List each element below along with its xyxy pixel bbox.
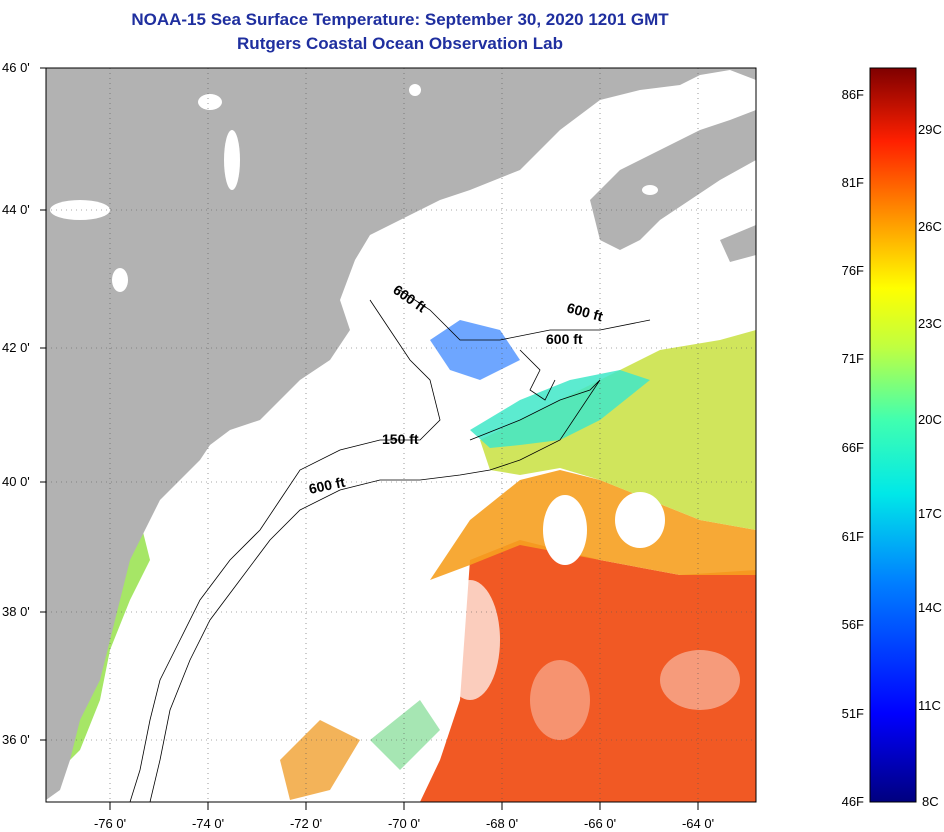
colorbar-c-label: 26C xyxy=(918,219,942,234)
map-title: NOAA-15 Sea Surface Temperature: Septemb… xyxy=(131,10,669,29)
axis-ticks xyxy=(40,67,699,810)
contour-label: 600 ft xyxy=(307,474,346,497)
lat-label: 42 0' xyxy=(2,340,30,355)
lon-label: -64 0' xyxy=(682,816,714,831)
colorbar-c-label: 17C xyxy=(918,506,942,521)
lon-label: -68 0' xyxy=(486,816,518,831)
colorbar-c-label: 11C xyxy=(918,698,941,713)
lon-label: -70 0' xyxy=(388,816,420,831)
lon-label: -72 0' xyxy=(290,816,322,831)
colorbar-f-label: 81F xyxy=(842,175,864,190)
colorbar-f-label: 76F xyxy=(842,263,864,278)
colorbar-f-label: 66F xyxy=(842,440,864,455)
colorbar-f-label: 46F xyxy=(842,794,864,809)
lat-label: 40 0' xyxy=(2,474,30,489)
colorbar-f-label: 86F xyxy=(842,87,864,102)
colorbar-c-label: 8C xyxy=(922,794,939,809)
contour-label: 150 ft xyxy=(382,431,419,447)
lat-label: 44 0' xyxy=(2,202,30,217)
bathymetry-contours xyxy=(129,289,651,802)
colorbar-f-label: 61F xyxy=(842,529,864,544)
lat-label: 46 0' xyxy=(2,60,30,75)
colorbar-c-label: 14C xyxy=(918,600,942,615)
map-subtitle: Rutgers Coastal Ocean Observation Lab xyxy=(237,34,563,53)
colorbar-c-label: 23C xyxy=(918,316,942,331)
lon-label: -74 0' xyxy=(192,816,224,831)
colorbar-celsius-labels: 29C 26C 23C 20C 17C 14C 11C 8C xyxy=(918,122,942,809)
lat-label: 38 0' xyxy=(2,604,30,619)
land xyxy=(46,68,756,800)
lat-label: 36 0' xyxy=(2,732,30,747)
graticule xyxy=(46,68,756,802)
lon-label: -66 0' xyxy=(584,816,616,831)
colorbar-fahrenheit-labels: 86F 81F 76F 71F 66F 61F 56F 51F 46F xyxy=(842,87,864,809)
colorbar-f-label: 71F xyxy=(842,351,864,366)
colorbar xyxy=(869,67,917,803)
colorbar-c-label: 29C xyxy=(918,122,942,137)
colorbar-f-label: 56F xyxy=(842,617,864,632)
lon-label: -76 0' xyxy=(94,816,126,831)
contour-label: 600 ft xyxy=(546,331,583,347)
colorbar-c-label: 20C xyxy=(918,412,942,427)
colorbar-f-label: 51F xyxy=(842,706,864,721)
map-frame xyxy=(45,67,757,803)
